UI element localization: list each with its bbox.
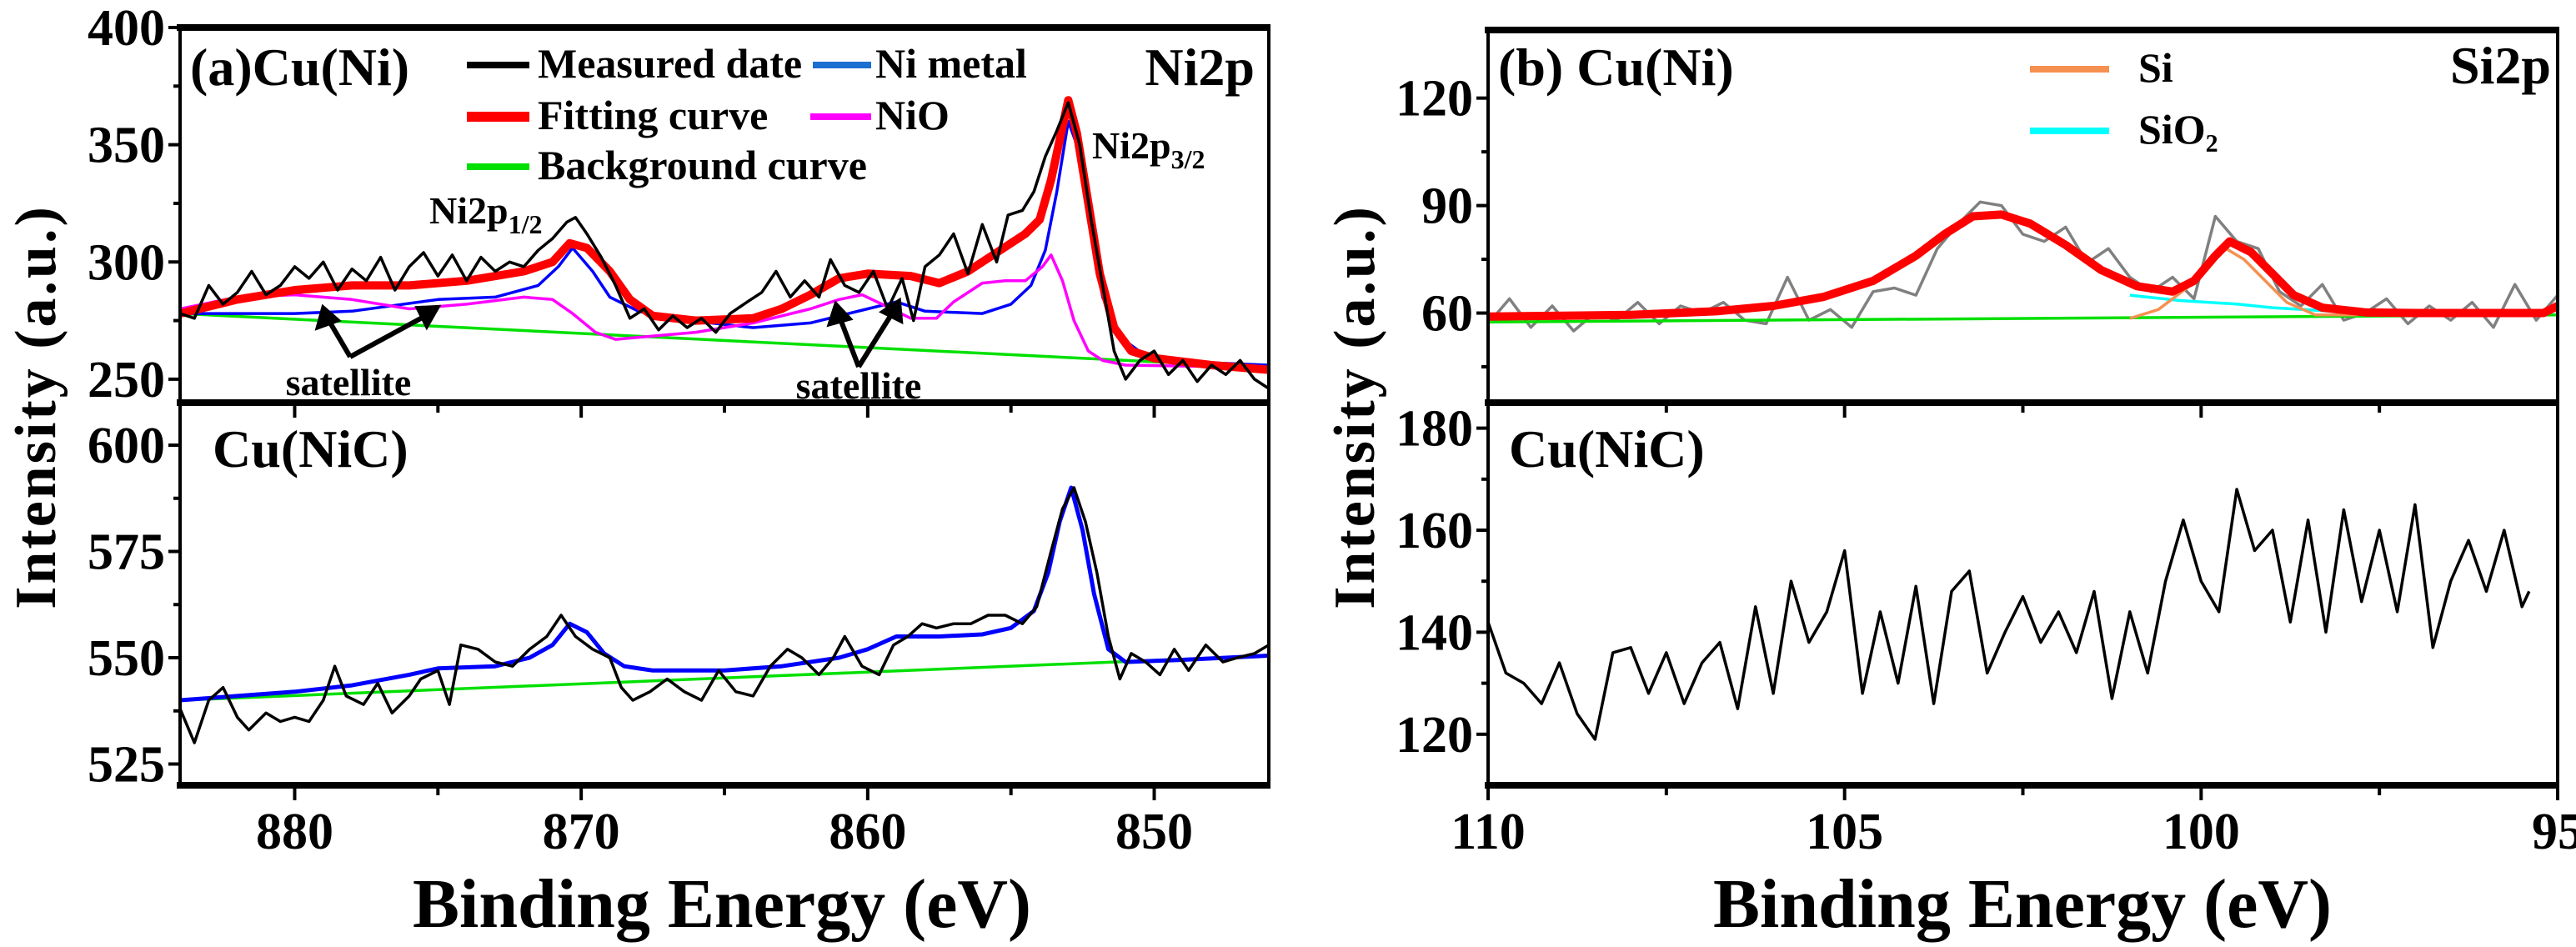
left-x-axis-title: Binding Energy (eV)	[413, 865, 1031, 943]
y-tick-label: 90	[1421, 178, 1473, 235]
series-line-nio	[180, 253, 1269, 369]
x-tick-label: 880	[256, 804, 333, 860]
y-tick-label: 550	[88, 630, 165, 687]
y-tick-label: 600	[88, 418, 165, 474]
arrow-line	[325, 317, 353, 358]
legend-label-si: Si	[2138, 44, 2173, 91]
y-tick-label: 180	[1396, 401, 1473, 458]
y-tick-label: 140	[1396, 604, 1473, 661]
arrow-line	[837, 315, 861, 368]
y-tick-label: 575	[88, 524, 165, 581]
legend-label-nio: NiO	[875, 92, 950, 138]
plot-1-series	[180, 485, 1269, 744]
plot-3-series	[1488, 488, 2531, 741]
panel-a-lower-title: Cu(NiC)	[213, 419, 408, 479]
annotation-ni2p12-main: Ni2p	[429, 189, 509, 232]
arrow-head	[826, 300, 854, 328]
annotation-ni2p12: Ni2p1/2	[429, 189, 542, 239]
right-y-axis-title: Intensity (a.u.)	[1323, 204, 1387, 609]
legend-label-background: Background curve	[538, 142, 867, 188]
x-tick-label: 110	[1451, 804, 1526, 860]
annotation-ni2p32-sub: 3/2	[1171, 144, 1205, 174]
panel-b-title: (b) Cu(Ni)	[1498, 38, 1734, 97]
arrow-head	[879, 297, 904, 325]
legend-a: Measured date Ni metal Fitting curve NiO…	[467, 40, 1027, 188]
y-tick-label: 120	[1396, 71, 1473, 128]
plot-2-series	[1488, 200, 2558, 333]
axes-layer: 400 350 300 250 600 575 550 525 880 870 860 850 120 9…	[88, 0, 2576, 860]
arrow-head	[314, 303, 342, 331]
legend-label-measured: Measured date	[538, 40, 802, 87]
y-tick-label: 350	[88, 118, 165, 174]
series-line-measured	[1488, 200, 2558, 333]
satellite-arrows	[314, 297, 904, 368]
series-line-background-curve	[180, 312, 1269, 369]
annotation-ni2p32-main: Ni2p	[1092, 124, 1171, 167]
series-line-measured-date	[180, 101, 1269, 390]
x-tick-label: 850	[1115, 804, 1193, 860]
annotation-satellite-1: satellite	[286, 361, 412, 403]
y-tick-label: 250	[88, 352, 165, 408]
annotation-ni2p12-sub: 1/2	[509, 209, 543, 239]
x-tick-label: 100	[2163, 804, 2240, 860]
series-line-fitting	[1488, 210, 2558, 321]
annotation-satellite-2: satellite	[796, 364, 922, 407]
arrow-line	[856, 312, 895, 368]
left-y-axis-title: Intensity (a.u.)	[4, 204, 68, 609]
x-tick-label: 870	[543, 804, 620, 860]
legend-label-fitting: Fitting curve	[538, 92, 768, 138]
y-tick-label: 525	[88, 737, 165, 794]
y-tick-label: 120	[1396, 707, 1473, 764]
x-tick-label: 860	[829, 804, 906, 860]
series-line-measured	[1488, 488, 2531, 741]
x-tick-label: 95	[2532, 804, 2576, 860]
plot-0-series	[180, 96, 1269, 390]
y-tick-label: 60	[1421, 286, 1473, 343]
right-x-axis-title: Binding Energy (eV)	[1713, 865, 2332, 943]
series-layer	[180, 96, 2558, 744]
panel-b-lower-title: Cu(NiC)	[1509, 419, 1705, 479]
panel-b-corner-label: Si2p	[2450, 36, 2551, 95]
legend-label-sio2: SiO₂	[2138, 106, 2218, 153]
series-line-si	[2129, 247, 2358, 320]
arrow-line	[348, 313, 428, 359]
annotation-ni2p32: Ni2p3/2	[1092, 124, 1205, 174]
y-tick-label: 160	[1396, 503, 1473, 559]
y-tick-label: 400	[88, 0, 165, 57]
panel-a-title: (a)Cu(Ni)	[190, 38, 409, 97]
arrow-head	[414, 304, 442, 331]
series-line-fit	[180, 485, 1269, 703]
panel-a-corner-label: Ni2p	[1145, 38, 1255, 97]
series-line-measured	[180, 486, 1269, 744]
legend-label-ni-metal: Ni metal	[875, 40, 1027, 87]
x-tick-label: 105	[1806, 804, 1883, 860]
y-tick-label: 300	[88, 234, 165, 291]
legend-b: Si SiO₂	[2030, 44, 2218, 153]
